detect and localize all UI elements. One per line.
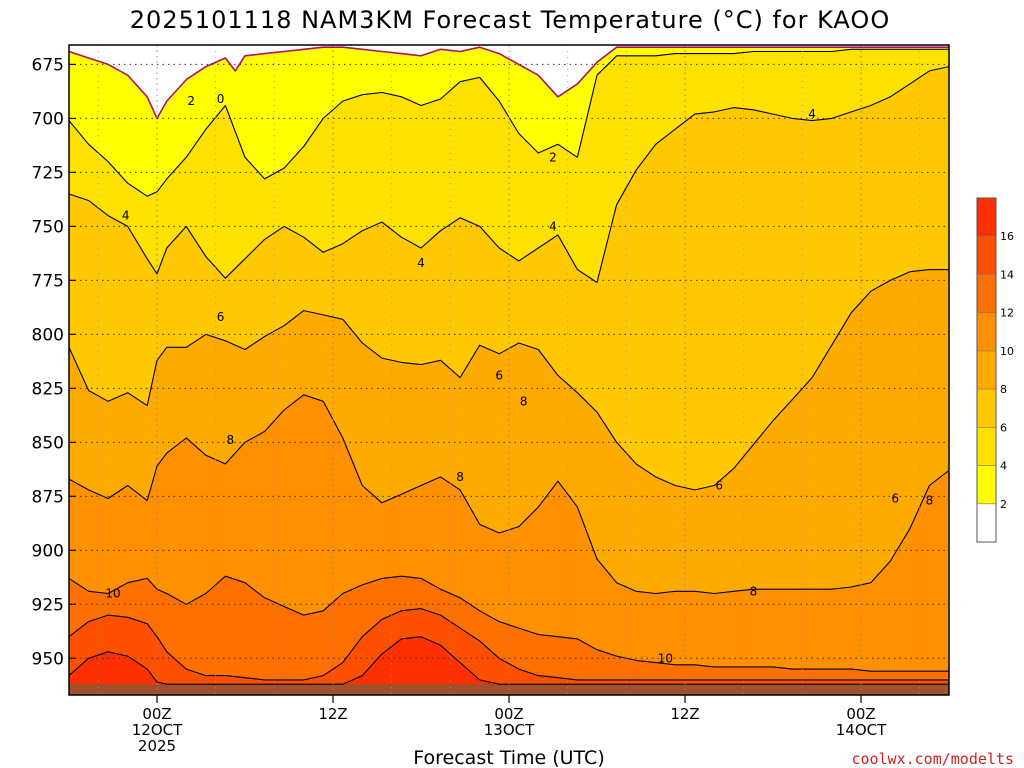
contour-label: 4 — [417, 256, 425, 270]
contour-label-layer: 0 2 2 4 4 4 4 6 6 6 6 8 8 8 8 8 10 10 — [105, 92, 933, 665]
colorbar-swatch — [977, 350, 996, 390]
grid-layer — [69, 45, 949, 695]
y-tick-label: 700 — [32, 109, 64, 129]
y-tick-label: 925 — [32, 595, 64, 615]
contour-label: 4 — [122, 209, 130, 223]
colorbar-label: 4 — [1000, 460, 1007, 473]
x-tick-label: 00Z — [846, 705, 875, 723]
y-tick-label: 800 — [32, 325, 64, 345]
x-tick-label: 14OCT — [836, 721, 887, 739]
y-tick-label: 750 — [32, 217, 64, 237]
colorbar-swatch — [977, 389, 996, 428]
x-tick-label: 00Z — [142, 705, 171, 723]
colorbar-label: 6 — [1000, 421, 1007, 434]
contour-label: 2 — [187, 94, 195, 108]
y-axis: 675 700 725 750 775 800 825 850 875 900 925 950 — [32, 55, 76, 669]
contour-label: 8 — [456, 470, 464, 484]
contour-label: 6 — [715, 479, 723, 493]
contour-label: 4 — [549, 219, 557, 233]
contour-label: 8 — [926, 494, 934, 508]
x-axis-label: Forecast Time (UTC) — [413, 747, 604, 768]
contour-line-0 — [69, 46, 949, 120]
contour-line-14 — [69, 636, 949, 685]
x-tick-label: 13OCT — [484, 721, 535, 739]
contour-label: 6 — [891, 491, 899, 505]
contour-label: 10 — [658, 651, 673, 665]
y-tick-label: 900 — [32, 541, 64, 561]
y-tick-label: 950 — [32, 649, 64, 669]
x-tick-label: 12Z — [670, 705, 699, 723]
contour-label: 0 — [217, 92, 225, 106]
colorbar-swatch — [977, 312, 996, 351]
y-tick-label: 775 — [32, 271, 64, 291]
colorbar-label: 10 — [1000, 345, 1014, 358]
contour-line-8 — [69, 394, 949, 595]
colorbar-label: 12 — [1000, 307, 1014, 320]
colorbar-swatch — [977, 465, 996, 504]
contour-label: 4 — [808, 107, 816, 121]
colorbar-label: 14 — [1000, 268, 1014, 281]
band-above-10 — [69, 576, 949, 695]
colorbar-swatch — [977, 198, 996, 237]
y-tick-label: 725 — [32, 163, 64, 183]
x-tick-label: 12Z — [318, 705, 347, 723]
contour-line-10 — [69, 575, 949, 672]
contour-line-6 — [69, 269, 949, 491]
x-tick-label: 2025 — [138, 737, 176, 755]
x-tick-label: 00Z — [494, 705, 523, 723]
contour-label: 6 — [495, 368, 503, 382]
colorbar-frame — [976, 197, 997, 543]
y-tick-label: 850 — [32, 433, 64, 453]
colorbar-label: 2 — [1000, 498, 1007, 511]
y-tick-label: 825 — [32, 379, 64, 399]
contour-label: 6 — [217, 310, 225, 324]
colorbar-swatch — [977, 236, 996, 275]
contour-line-2 — [69, 48, 949, 197]
colorbar-swatch — [977, 503, 996, 542]
colorbar-label: 8 — [1000, 383, 1007, 396]
contour-label: 8 — [227, 433, 235, 447]
contour-label: 2 — [549, 150, 557, 164]
colorbar-label: 16 — [1000, 230, 1014, 243]
colorbar-swatch — [977, 274, 996, 313]
y-tick-label: 675 — [32, 55, 64, 75]
x-tick-label: 12OCT — [132, 721, 183, 739]
contour-label: 8 — [750, 584, 758, 598]
contour-label: 8 — [520, 394, 528, 408]
y-tick-label: 875 — [32, 487, 64, 507]
colorbar-legend: 2 4 6 8 10 12 14 16 — [976, 197, 1014, 543]
colorbar-swatch — [977, 427, 996, 466]
credit-text[interactable]: coolwx.com/modelts — [851, 750, 1014, 768]
contour-label: 10 — [105, 587, 120, 601]
contour-line-4 — [69, 66, 949, 284]
chart-title: 2025101118 NAM3KM Forecast Temperature (… — [130, 6, 890, 34]
contour-line-layer — [69, 46, 949, 685]
